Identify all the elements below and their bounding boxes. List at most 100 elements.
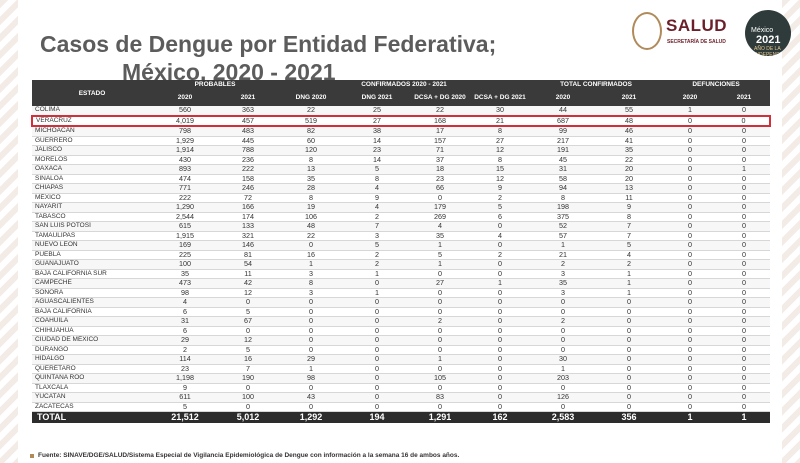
- state-name-cell: SINALOA: [32, 174, 152, 184]
- value-cell: 0: [718, 221, 771, 232]
- value-cell: 12: [218, 335, 278, 346]
- value-cell: 168: [410, 114, 470, 127]
- value-cell: 8: [470, 155, 530, 165]
- state-name-cell: CAMPECHE: [32, 278, 152, 289]
- value-cell: 0: [278, 326, 344, 336]
- value-cell: 519: [278, 114, 344, 127]
- value-cell: 0: [718, 259, 771, 270]
- value-cell: 100: [218, 392, 278, 403]
- value-cell: 6: [152, 326, 218, 336]
- value-cell: 41: [596, 136, 663, 146]
- value-cell: 0: [662, 345, 719, 355]
- value-cell: 0: [596, 392, 663, 403]
- value-cell: 0: [410, 383, 470, 393]
- state-name-cell: VERACRUZ: [31, 114, 152, 127]
- left-decoration: [0, 0, 18, 463]
- value-cell: 0: [662, 259, 719, 270]
- value-cell: 12: [470, 174, 530, 184]
- value-cell: 3: [530, 288, 596, 298]
- value-cell: 0: [344, 335, 410, 346]
- value-cell: 0: [596, 354, 663, 365]
- state-name-cell: QUINTANA ROO: [32, 373, 152, 384]
- value-cell: 9: [596, 202, 663, 213]
- value-cell: 5: [218, 307, 278, 317]
- mexico-2021-logo: México 2021 AÑO DE LA INDEPENDENCIA: [745, 10, 791, 56]
- table-row: BAJA CALIFORNIA SUR 35 11 3 1 0 0 3 1 0 0: [32, 269, 771, 279]
- value-cell: 7: [596, 221, 663, 232]
- value-cell: 174: [218, 212, 278, 222]
- state-name-cell: MORELOS: [32, 155, 152, 165]
- state-name-cell: HIDALGO: [32, 354, 152, 365]
- value-cell: 2,544: [152, 212, 218, 222]
- value-cell: 798: [152, 126, 218, 137]
- salud-logo-name: SALUD: [666, 16, 728, 35]
- value-cell: 0: [718, 402, 771, 412]
- value-cell: 611: [152, 392, 218, 403]
- value-cell: 0: [718, 155, 771, 165]
- value-cell: 0: [662, 145, 719, 156]
- value-cell: 2: [596, 259, 663, 270]
- value-cell: 1: [278, 259, 344, 270]
- state-name-cell: PUEBLA: [32, 250, 152, 260]
- value-cell: 35: [410, 231, 470, 241]
- value-cell: 0: [718, 183, 771, 194]
- value-cell: 5: [218, 345, 278, 355]
- state-name-cell: QUERÉTARO: [32, 364, 152, 374]
- value-cell: 0: [410, 364, 470, 374]
- value-cell: 8: [596, 212, 663, 222]
- value-cell: 16: [218, 354, 278, 365]
- value-cell: 19: [278, 202, 344, 213]
- value-cell: 0: [718, 316, 771, 327]
- value-cell: 0: [662, 278, 719, 289]
- value-cell: 0: [662, 326, 719, 336]
- state-name-cell: MICHOACÁN: [32, 126, 152, 137]
- state-name-cell: COAHUILA: [32, 316, 152, 327]
- state-name-cell: ZACATECAS: [32, 402, 152, 412]
- value-cell: 0: [470, 240, 530, 251]
- value-cell: 0: [662, 114, 719, 127]
- value-cell: 1: [410, 259, 470, 270]
- value-cell: 0: [470, 364, 530, 374]
- value-cell: 98: [152, 288, 218, 298]
- value-cell: 788: [218, 145, 278, 156]
- value-cell: 6: [152, 307, 218, 317]
- value-cell: 0: [530, 307, 596, 317]
- value-cell: 0: [662, 231, 719, 241]
- value-cell: 0: [470, 345, 530, 355]
- value-cell: 0: [470, 307, 530, 317]
- value-cell: 2: [530, 259, 596, 270]
- value-cell: 0: [278, 335, 344, 346]
- value-cell: 0: [470, 326, 530, 336]
- table-body: COLIMA 560 363 22 25 22 30 44 55 1 0 VERACRUZ 4,019 4…: [31, 106, 772, 412]
- value-cell: 22: [410, 106, 470, 116]
- state-name-cell: AGUASCALIENTES: [32, 297, 152, 308]
- state-name-cell: OAXACA: [32, 164, 152, 175]
- value-cell: 0: [470, 392, 530, 403]
- table-row: TABASCO 2,544 174 106 2 269 6 375 8 0 0: [32, 212, 771, 222]
- value-cell: 0: [278, 383, 344, 393]
- value-cell: 321: [218, 231, 278, 241]
- value-cell: 0: [662, 373, 719, 384]
- value-cell: 4: [344, 183, 410, 194]
- value-cell: 21: [530, 250, 596, 260]
- value-cell: 14: [344, 155, 410, 165]
- value-cell: 94: [530, 183, 596, 194]
- title-line-1: Casos de Dengue por Entidad Federativa;: [40, 31, 497, 57]
- state-name-cell: TAMAULIPAS: [32, 231, 152, 241]
- value-cell: 27: [344, 114, 410, 127]
- coat-of-arms-icon: [632, 12, 662, 50]
- value-cell: 100: [152, 259, 218, 270]
- value-cell: 120: [278, 145, 344, 156]
- table-row: VERACRUZ 4,019 457 519 27 168 21 687 48 0 0: [31, 114, 772, 127]
- value-cell: 0: [218, 297, 278, 308]
- table-row: SAN LUIS POTOSÍ 615 133 48 7 4 0 52 7 0 0: [32, 221, 771, 232]
- value-cell: 35: [152, 269, 218, 279]
- state-name-cell: YUCATÁN: [32, 392, 152, 403]
- value-cell: 0: [662, 193, 719, 203]
- header-confirmados: CONFIRMADOS 2020 - 2021: [278, 80, 530, 89]
- value-cell: 3: [530, 269, 596, 279]
- value-cell: 31: [530, 164, 596, 175]
- value-cell: 30: [530, 354, 596, 365]
- value-cell: 0: [718, 145, 771, 156]
- value-cell: 0: [278, 240, 344, 251]
